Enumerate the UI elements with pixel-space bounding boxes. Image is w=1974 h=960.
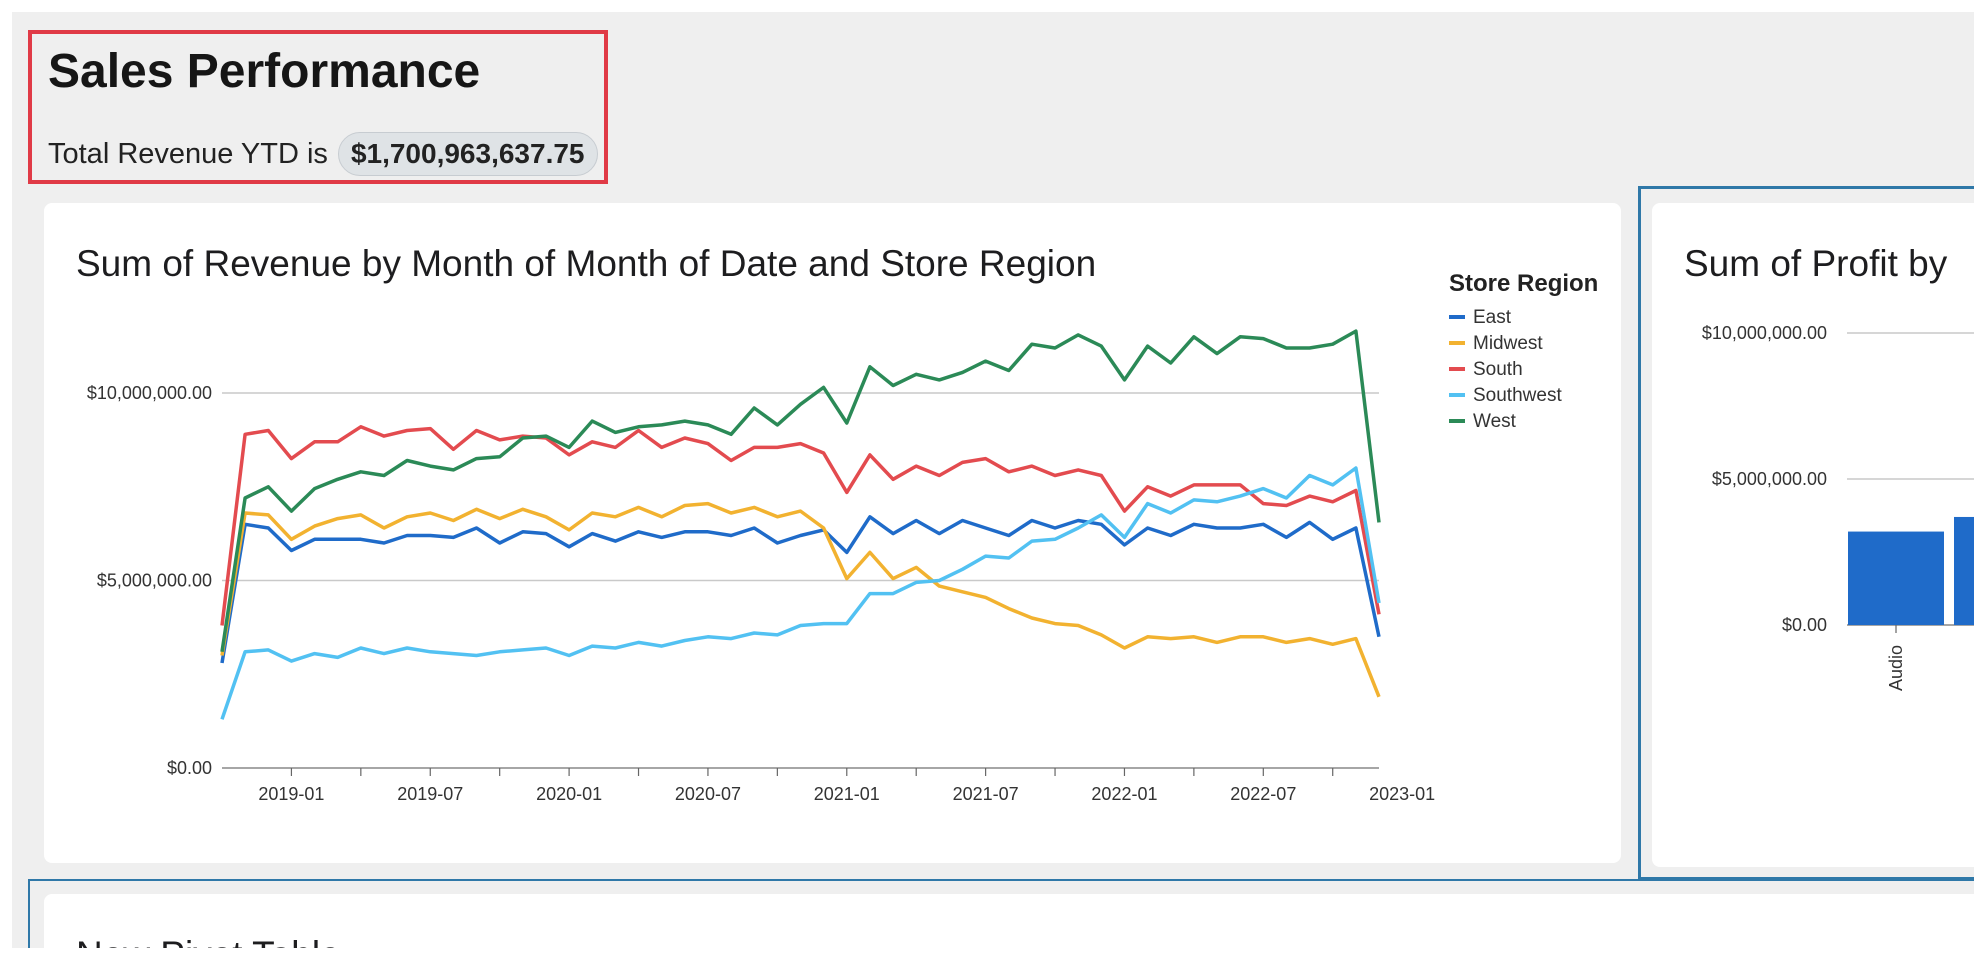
revenue-label: Total Revenue YTD is [48, 137, 328, 170]
y-tick-label: $0.00 [1782, 615, 1827, 635]
selection-frame-profit [1638, 186, 1974, 880]
revenue-summary: Total Revenue YTD is $1,700,963,637.75 [48, 132, 598, 176]
x-tick-label: 2020-01 [536, 784, 602, 804]
profit-chart-card[interactable]: Sum of Profit by $10,000,000.00 $5,000,00… [1652, 203, 1974, 867]
x-tick-label: 2021-07 [953, 784, 1019, 804]
series-line-east[interactable] [220, 515, 1381, 664]
x-tick-label: 2021-01 [814, 784, 880, 804]
pivot-table-title: New Pivot Table [76, 934, 341, 948]
title-element[interactable]: Sales Performance Total Revenue YTD is $… [28, 30, 608, 184]
legend-item-southwest[interactable]: Southwest [1473, 385, 1562, 406]
profit-chart-title: Sum of Profit by [1684, 243, 1948, 284]
selection-frame-pivot [28, 879, 1974, 948]
pivot-table-card[interactable]: New Pivot Table [44, 894, 1974, 948]
x-tick-label: 2022-07 [1230, 784, 1296, 804]
legend-title: Store Region [1449, 270, 1598, 297]
bar-audio[interactable] [1848, 531, 1944, 625]
dashboard-canvas: Sales Performance Total Revenue YTD is $… [12, 12, 1974, 948]
bar-partial[interactable] [1954, 516, 1974, 625]
y-tick-label: $0.00 [167, 758, 212, 778]
profit-bar-chart: $10,000,000.00 $5,000,000.00 $0.00 Audio [1702, 323, 1974, 691]
revenue-value-badge: $1,700,963,637.75 [337, 132, 598, 176]
series-line-west[interactable] [220, 329, 1381, 653]
legend-item-west[interactable]: West [1473, 411, 1517, 432]
page-title: Sales Performance [48, 45, 481, 98]
revenue-chart-card[interactable]: Sum of Revenue by Month of Month of Date… [44, 203, 1621, 863]
x-tick-label: 2020-07 [675, 784, 741, 804]
x-tick-label: Audio [1886, 645, 1906, 691]
series-line-southwest[interactable] [220, 466, 1381, 720]
legend-item-midwest[interactable]: Midwest [1473, 333, 1543, 354]
series-line-south[interactable] [220, 425, 1381, 626]
revenue-chart-title: Sum of Revenue by Month of Month of Date… [76, 243, 1097, 284]
y-tick-label: $5,000,000.00 [97, 571, 212, 591]
revenue-line-chart: $10,000,000.00 $5,000,000.00 $0.00 2019-01 2… [87, 270, 1598, 804]
legend-item-south[interactable]: South [1473, 359, 1523, 380]
x-tick-label: 2019-01 [258, 784, 324, 804]
y-tick-label: $10,000,000.00 [1702, 323, 1827, 343]
legend-item-east[interactable]: East [1473, 307, 1512, 328]
x-tick-label: 2023-01 [1369, 784, 1435, 804]
y-tick-label: $10,000,000.00 [87, 383, 212, 403]
x-tick-label: 2022-01 [1091, 784, 1157, 804]
y-tick-label: $5,000,000.00 [1712, 469, 1827, 489]
x-tick-label: 2019-07 [397, 784, 463, 804]
series-line-midwest[interactable] [220, 501, 1381, 698]
